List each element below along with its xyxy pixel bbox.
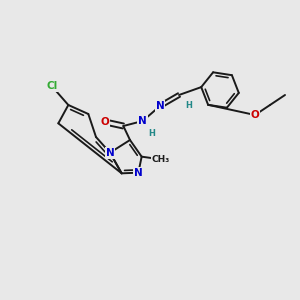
Text: N: N (134, 168, 143, 178)
Text: N: N (106, 148, 114, 158)
Text: O: O (250, 110, 260, 120)
Text: Cl: Cl (46, 81, 57, 91)
Text: H: H (148, 128, 155, 137)
Text: N: N (138, 116, 147, 126)
Text: H: H (186, 100, 192, 109)
Text: O: O (100, 117, 109, 127)
Text: CH₃: CH₃ (152, 155, 170, 164)
Text: N: N (156, 101, 164, 111)
